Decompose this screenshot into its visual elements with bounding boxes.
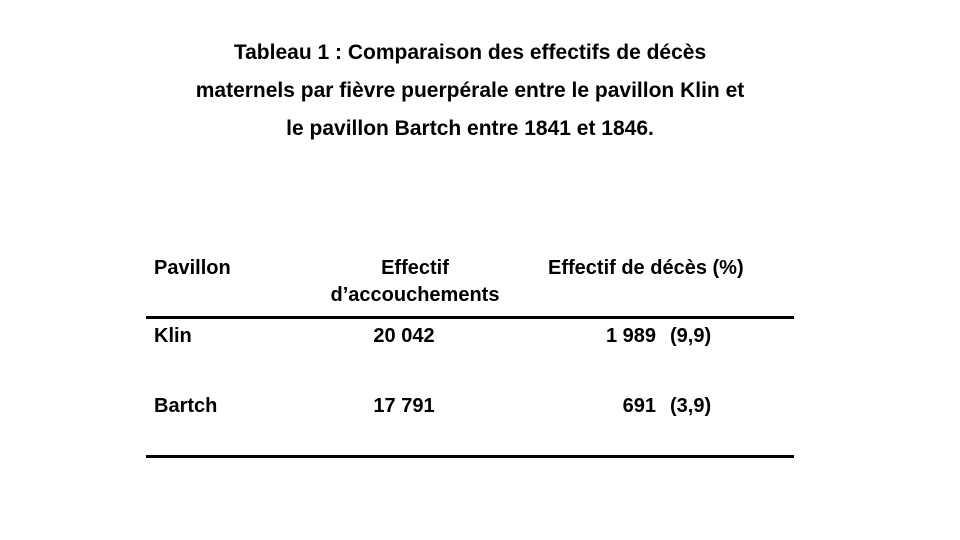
table-bottom-rule bbox=[146, 455, 794, 458]
header-effectif: Effectif d’accouchements bbox=[300, 255, 530, 309]
header-effectif-line-1: Effectif bbox=[381, 257, 449, 279]
header-deces: Effectif de décès (%) bbox=[548, 257, 744, 279]
header-effectif-line-2: d’accouchements bbox=[330, 284, 500, 306]
row-effectif-klin: 20 042 bbox=[373, 325, 435, 347]
row-pct-bartch: (3,9) bbox=[670, 395, 712, 417]
row-deces-klin: 1 989 bbox=[605, 325, 656, 347]
header-pavillon: Pavillon bbox=[154, 257, 231, 279]
row-pavillon-klin: Klin bbox=[154, 325, 192, 347]
title-line-2: maternels par fièvre puerpérale entre le… bbox=[195, 79, 745, 102]
row-effectif-bartch: 17 791 bbox=[373, 395, 435, 417]
table-title: Tableau 1 : Comparaison des effectifs de… bbox=[130, 34, 810, 148]
row-pct-klin: (9,9) bbox=[670, 325, 712, 347]
table-top-rule bbox=[146, 316, 794, 319]
title-line-1: Tableau 1 : Comparaison des effectifs de… bbox=[233, 41, 707, 64]
row-deces-bartch: 691 bbox=[622, 395, 656, 417]
title-line-3: le pavillon Bartch entre 1841 et 1846. bbox=[286, 117, 654, 140]
row-pavillon-bartch: Bartch bbox=[154, 395, 218, 417]
